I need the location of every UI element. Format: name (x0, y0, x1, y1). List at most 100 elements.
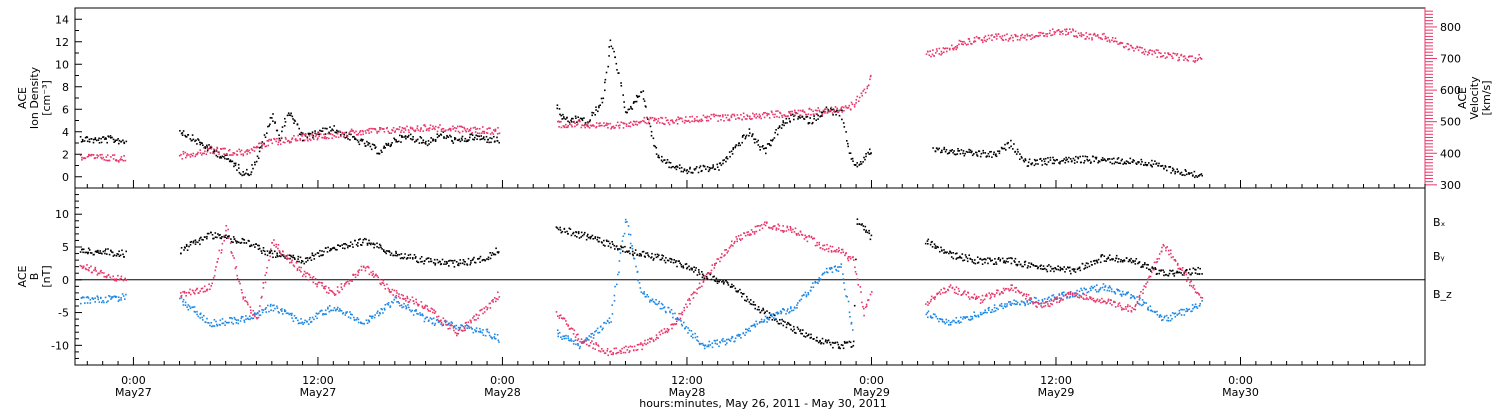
data-point (1065, 28, 1068, 30)
data-point (251, 164, 253, 166)
data-point (90, 138, 93, 140)
data-point (807, 293, 810, 296)
data-point (761, 309, 763, 312)
data-point (284, 117, 286, 120)
data-point (109, 135, 112, 137)
data-point (982, 41, 984, 43)
data-point (483, 258, 485, 261)
data-point (722, 340, 724, 343)
data-point (401, 257, 403, 259)
data-point (1195, 306, 1198, 308)
data-point (257, 244, 259, 247)
data-point (291, 137, 294, 139)
data-point (479, 138, 481, 141)
data-point (595, 106, 597, 108)
data-point (711, 346, 714, 349)
data-point (1030, 263, 1033, 265)
data-point (225, 234, 227, 237)
data-point (991, 34, 993, 36)
data-point (634, 100, 636, 103)
data-point (230, 238, 232, 240)
data-point (477, 258, 479, 260)
data-point (560, 126, 563, 129)
data-point (1174, 170, 1176, 173)
data-point (657, 302, 660, 305)
data-point (393, 298, 395, 301)
data-point (412, 138, 414, 141)
data-point (458, 138, 461, 141)
data-point (827, 250, 830, 253)
data-point (208, 148, 210, 150)
data-point (1084, 267, 1087, 269)
data-point (194, 140, 196, 142)
data-point (593, 125, 595, 127)
data-point (715, 280, 717, 283)
data-point (247, 303, 249, 306)
data-point (368, 266, 370, 269)
data-point (636, 270, 639, 273)
data-point (852, 256, 854, 258)
data-point (463, 329, 465, 332)
data-point (1145, 164, 1147, 166)
data-point (749, 132, 751, 134)
data-point (101, 153, 103, 156)
data-point (314, 283, 317, 285)
data-point (675, 168, 678, 171)
data-point (703, 277, 706, 279)
data-point (568, 121, 571, 124)
data-point (749, 330, 751, 332)
data-point (237, 319, 239, 321)
data-point (993, 151, 995, 154)
data-point (473, 138, 475, 141)
data-point (214, 232, 217, 234)
data-point (929, 243, 932, 246)
data-point (723, 255, 725, 257)
data-point (483, 138, 486, 141)
data-point (385, 250, 388, 252)
data-point (255, 243, 257, 245)
data-point (571, 125, 573, 128)
data-point (635, 100, 638, 103)
data-point (852, 160, 854, 162)
data-point (361, 322, 364, 325)
data-point (977, 261, 980, 264)
data-point (298, 260, 300, 263)
data-point (387, 130, 390, 133)
data-point (1156, 314, 1159, 316)
data-point (862, 161, 864, 163)
data-point (1198, 53, 1200, 56)
data-point (455, 127, 458, 130)
data-point (328, 137, 330, 140)
data-point (812, 110, 814, 113)
data-point (475, 330, 478, 332)
data-point (1069, 266, 1071, 269)
data-point (696, 292, 698, 295)
data-point (1103, 32, 1105, 35)
data-point (657, 120, 659, 122)
data-point (840, 248, 843, 251)
data-point (956, 153, 959, 155)
data-point (357, 132, 360, 135)
data-point (601, 348, 603, 350)
data-point (494, 129, 497, 132)
data-point (241, 174, 243, 177)
data-point (691, 333, 694, 336)
data-point (377, 276, 379, 279)
data-point (268, 138, 270, 141)
data-point (81, 267, 84, 269)
data-point (598, 125, 600, 127)
data-point (80, 141, 83, 143)
data-point (607, 65, 609, 68)
data-point (378, 130, 380, 133)
data-point (958, 43, 960, 46)
data-point (474, 261, 476, 264)
data-point (493, 336, 495, 338)
data-point (772, 317, 775, 319)
data-point (360, 133, 362, 136)
data-point (1000, 37, 1003, 39)
data-point (590, 336, 592, 338)
data-point (88, 249, 91, 251)
data-point (1198, 305, 1201, 307)
data-point (1163, 167, 1165, 170)
data-point (774, 131, 776, 134)
